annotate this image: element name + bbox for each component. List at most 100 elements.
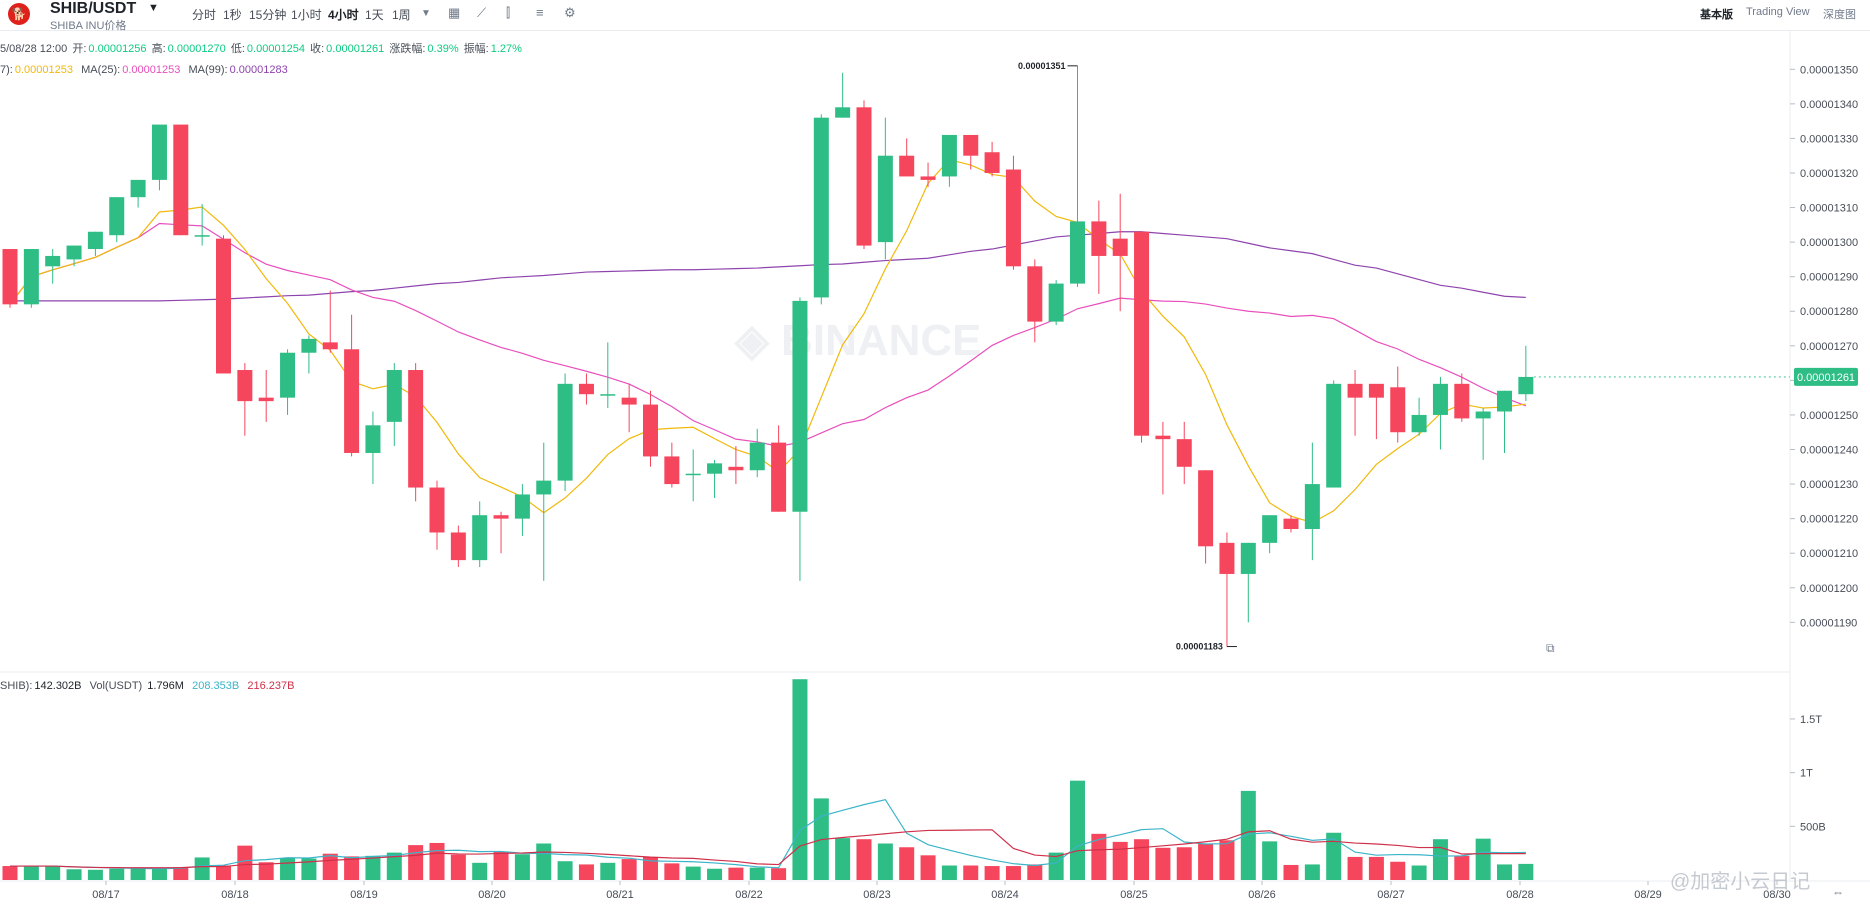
settings-sliders-icon[interactable]: ≡: [536, 5, 544, 20]
tab-timeframe-15m[interactable]: 15分钟: [249, 8, 287, 22]
tab-timeframe-4h[interactable]: 4小时: [328, 8, 359, 22]
view-basic[interactable]: 基本版: [1700, 9, 1733, 21]
candle-body: [536, 480, 552, 495]
candle-body: [771, 442, 787, 512]
volume-bar: [1027, 864, 1043, 880]
volume-bar: [1091, 833, 1107, 880]
more-timeframes-chevron-icon[interactable]: ▼: [421, 8, 431, 19]
vol-ma5-value: 208.353B: [192, 680, 240, 692]
volume-bar: [173, 867, 189, 880]
volume-bar: [130, 868, 146, 880]
volume-bar: [2, 866, 18, 880]
gear-icon[interactable]: ⚙: [564, 5, 576, 20]
candle: [771, 425, 787, 512]
candle-body: [151, 124, 167, 180]
pair-subtitle[interactable]: SHIBA INU价格: [50, 20, 127, 32]
volume-bar: [1475, 838, 1491, 880]
volume-bar: [1347, 856, 1363, 880]
exchange-watermark: ◈ BINANCE: [734, 316, 982, 365]
open-label: 开:: [72, 43, 87, 55]
candle-body: [23, 249, 39, 305]
max-annotation: 0.00001351: [1018, 61, 1066, 71]
volume-bar: [1219, 840, 1235, 880]
candle: [45, 249, 61, 284]
candle-body: [258, 397, 274, 402]
candle: [1518, 345, 1534, 402]
vol-value: 142.302B: [34, 680, 82, 692]
candle-body: [194, 235, 210, 237]
candle: [813, 114, 829, 305]
candle-body: [344, 349, 360, 453]
candle-body: [984, 152, 1000, 173]
tab-timeframe-1w[interactable]: 1周: [392, 8, 411, 22]
last-price-tag: 0.00001261: [1794, 367, 1858, 386]
candle-body: [87, 231, 103, 250]
ma7-label: 7):: [0, 64, 13, 76]
candle: [237, 363, 253, 436]
change-value: 0.39%: [427, 43, 459, 55]
time-tick-label: 08/27: [1377, 889, 1405, 901]
chevron-down-icon[interactable]: ▼: [148, 2, 159, 14]
candle: [429, 480, 445, 550]
candle: [643, 390, 658, 467]
candle: [1304, 442, 1320, 561]
line-tool-icon[interactable]: ⟋: [477, 5, 487, 20]
view-depth[interactable]: 深度图: [1823, 9, 1856, 21]
high-label: 高:: [151, 43, 166, 55]
tab-timeframe-1d[interactable]: 1天: [365, 8, 384, 22]
candle: [1432, 376, 1448, 450]
candle: [685, 449, 701, 502]
candle-body: [1304, 484, 1320, 530]
candle: [1198, 470, 1214, 564]
tab-timeframe-1s[interactable]: 1秒: [223, 8, 242, 22]
candle-body: [1048, 283, 1064, 322]
tab-timeframe-1h[interactable]: 1小时: [291, 8, 322, 22]
price-axis: 0.00001350 0.00001340 0.00001330 0.00001320…: [1790, 64, 1858, 833]
candle-body: [749, 442, 765, 471]
candle: [899, 138, 915, 177]
tab-timeframe-line[interactable]: 分时: [192, 8, 217, 22]
candle: [578, 373, 594, 405]
candle: [1368, 383, 1384, 440]
pair-title[interactable]: SHIB/USDT: [50, 0, 137, 17]
ma99-value: 0.00001283: [229, 64, 288, 76]
price-tick-label: 0.00001330: [1800, 133, 1858, 145]
candle: [66, 245, 82, 267]
volume-bar: [877, 843, 893, 880]
time-tick-label: 08/18: [221, 889, 249, 901]
candle-body: [1240, 542, 1256, 574]
time-tick-label: 08/19: [350, 889, 378, 901]
low-value: 0.00001254: [246, 43, 306, 55]
calendar-icon[interactable]: ▦: [448, 5, 461, 20]
volume-bars-group: [2, 679, 1534, 880]
volume-bar: [472, 862, 488, 880]
candle-body: [1005, 169, 1021, 267]
candle-body: [45, 255, 61, 267]
candle-body: [813, 117, 829, 298]
candle-body: [685, 473, 701, 476]
volume-bar: [237, 845, 253, 880]
candle: [749, 428, 765, 478]
ohlc-date: 5/08/28 12:00: [0, 43, 68, 55]
volume-tick-label: 1.5T: [1800, 714, 1822, 726]
candle: [151, 124, 167, 191]
candlestick-chart[interactable]: ◈ BINANCE 0.00001350 0.00001340 0.00001330…: [0, 30, 1870, 907]
view-tradingview[interactable]: Trading View: [1746, 6, 1810, 18]
scale-toggle-icon[interactable]: ⇔: [1832, 885, 1844, 899]
shib-logo-icon: 🐕: [8, 3, 30, 25]
volume-bar: [899, 847, 915, 880]
candle-body: [1411, 414, 1427, 433]
time-tick-label: 08/29: [1634, 889, 1662, 901]
volume-bar: [365, 855, 381, 880]
candle-body: [237, 370, 253, 402]
volume-bar: [1326, 832, 1342, 880]
candle-body: [322, 342, 338, 350]
volume-bar: [578, 864, 594, 880]
screenshot-icon[interactable]: ⧉: [1546, 641, 1555, 655]
candle: [1176, 421, 1192, 485]
close-label: 收:: [310, 43, 325, 55]
candle-body: [1091, 221, 1107, 256]
candle-body: [578, 383, 594, 395]
ma-legend: 7): 0.00001253 MA(25): 0.00001253 MA(99): 0…: [0, 64, 290, 76]
indicator-icon[interactable]: ⫿: [506, 5, 511, 20]
